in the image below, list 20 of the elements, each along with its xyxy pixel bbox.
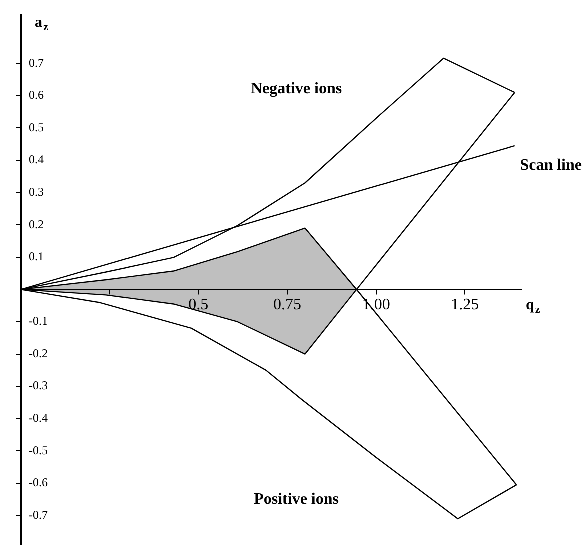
y-tick-label: 0.4	[29, 152, 44, 167]
y-tick-label: -0.6	[29, 476, 48, 490]
y-tick-label: -0.1	[29, 314, 48, 328]
x-tick-label: 0.5	[188, 296, 209, 314]
annotation: Negative ions	[250, 80, 342, 98]
series-label: Scan line	[520, 157, 582, 174]
y-tick-label: 0.1	[29, 250, 44, 264]
y-tick-label: -0.5	[29, 443, 48, 458]
y-tick-label: -0.4	[29, 411, 48, 426]
annotation: Positive ions	[254, 490, 339, 508]
y-tick-label: 0.5	[29, 120, 44, 134]
x-tick-label: 0.75	[273, 296, 302, 314]
x-tick-label: 1.25	[451, 296, 480, 314]
y-tick-label: 0.7	[29, 56, 44, 70]
y-tick-label: -0.3	[29, 378, 48, 393]
y-tick-label: 0.3	[29, 184, 44, 199]
y-tick-label: -0.7	[29, 508, 48, 522]
y-tick-label: -0.2	[29, 346, 48, 360]
y-tick-label: 0.2	[29, 217, 44, 232]
y-tick-label: 0.6	[29, 88, 44, 102]
